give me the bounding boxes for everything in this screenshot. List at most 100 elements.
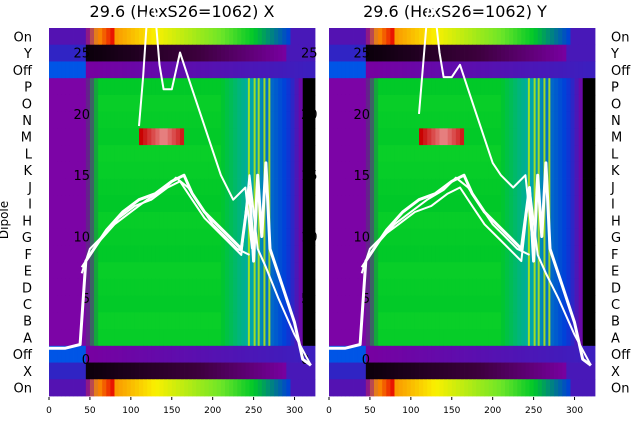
heatmap-cell	[406, 111, 412, 129]
heatmap-cell	[574, 28, 580, 46]
heatmap-cell	[310, 212, 316, 230]
heatmap-cell	[241, 178, 246, 196]
heatmap-cell	[369, 178, 375, 196]
heatmap-cell	[414, 145, 420, 163]
heatmap-cell	[245, 262, 250, 280]
heatmap-cell	[118, 245, 124, 263]
row-label: X	[23, 365, 32, 380]
heatmap-cell	[282, 195, 287, 213]
heatmap-cell	[61, 78, 66, 96]
heatmap-cell	[464, 312, 469, 330]
heatmap-cell	[89, 178, 95, 196]
heatmap-cell	[549, 212, 555, 230]
heatmap-cell	[517, 278, 522, 297]
heatmap-cell	[451, 212, 457, 230]
heatmap-cell	[147, 195, 152, 213]
heatmap-cell	[329, 128, 334, 146]
heatmap-cell	[278, 145, 283, 163]
heatmap-cell	[57, 245, 62, 263]
heatmap-cell	[212, 312, 218, 330]
heatmap-cell	[155, 278, 160, 297]
heatmap-cell	[537, 295, 543, 313]
heatmap-cell	[155, 262, 160, 280]
heatmap-cell	[200, 212, 205, 230]
heatmap-cell	[282, 178, 287, 196]
heatmap-cell	[212, 111, 218, 129]
heatmap-cell	[582, 195, 588, 213]
heatmap-cell	[106, 212, 111, 230]
heatmap-cell	[73, 295, 79, 313]
heatmap-cell	[570, 362, 575, 380]
x-tick-label: 150	[443, 406, 460, 416]
heatmap-cell	[147, 111, 152, 129]
heatmap-cell	[357, 362, 363, 380]
heatmap-cell	[488, 278, 494, 297]
heatmap-cell	[204, 111, 209, 129]
heatmap-cell	[122, 295, 128, 313]
heatmap-cell	[110, 245, 115, 263]
heatmap-cell	[302, 44, 308, 62]
heatmap-cell	[179, 195, 185, 213]
heatmap-cell	[237, 362, 242, 380]
heatmap-cell	[249, 161, 255, 179]
heatmap-cell	[290, 161, 295, 179]
heatmap-cell	[114, 312, 119, 330]
heatmap-cell	[488, 94, 494, 113]
heatmap-cell	[196, 28, 201, 46]
heatmap-cell	[200, 345, 205, 363]
heatmap-cell	[114, 145, 119, 163]
heatmap-cell	[504, 61, 510, 79]
heatmap-cell	[65, 178, 70, 196]
heatmap-cell	[353, 329, 359, 347]
heatmap-cell	[382, 128, 387, 146]
heatmap-cell	[390, 228, 395, 246]
heatmap-cell	[102, 262, 107, 280]
row-label: G	[611, 231, 621, 246]
heatmap-cell	[509, 195, 514, 213]
heatmap-cell	[566, 228, 571, 246]
heatmap-cell	[406, 44, 412, 62]
heatmap-cell	[143, 278, 148, 297]
heatmap-cell	[578, 195, 584, 213]
heatmap-cell	[204, 228, 209, 246]
heatmap-cell	[484, 78, 489, 96]
heatmap-cell	[406, 362, 412, 380]
row-label: L	[25, 147, 33, 162]
heatmap-cell	[345, 245, 350, 263]
heatmap-cell	[143, 128, 148, 146]
heatmap-cell	[509, 212, 514, 230]
heatmap-cell	[455, 228, 461, 246]
heatmap-cell	[394, 161, 399, 179]
heatmap-cell	[233, 78, 238, 96]
heatmap-cell	[484, 295, 489, 313]
heatmap-cell	[414, 61, 420, 79]
heatmap-cell	[431, 128, 436, 146]
heatmap-cell	[167, 245, 173, 263]
heatmap-cell	[261, 345, 267, 363]
heatmap-cell	[274, 161, 279, 179]
heatmap-cell	[306, 111, 312, 129]
heatmap-cell	[349, 379, 354, 397]
heatmap-cell	[459, 128, 465, 146]
heatmap-cell	[378, 295, 383, 313]
heatmap-cell	[517, 362, 522, 380]
heatmap-cell	[143, 379, 148, 397]
heatmap-cell	[570, 44, 575, 62]
heatmap-cell	[192, 312, 197, 330]
heatmap-cell	[298, 161, 304, 179]
heatmap-cell	[345, 362, 350, 380]
heatmap-cell	[73, 111, 79, 129]
heatmap-cell	[118, 61, 124, 79]
heatmap-cell	[476, 145, 481, 163]
heatmap-cell	[357, 161, 363, 179]
heatmap-cell	[196, 312, 201, 330]
heatmap-cell	[386, 295, 391, 313]
heatmap-cell	[455, 94, 461, 113]
heatmap-cell	[269, 94, 275, 113]
heatmap-cell	[361, 128, 367, 146]
heatmap-cell	[578, 161, 584, 179]
heatmap-cell	[200, 312, 205, 330]
heatmap-cell	[94, 111, 99, 129]
heatmap-cell	[110, 212, 115, 230]
heatmap-cell	[102, 329, 107, 347]
